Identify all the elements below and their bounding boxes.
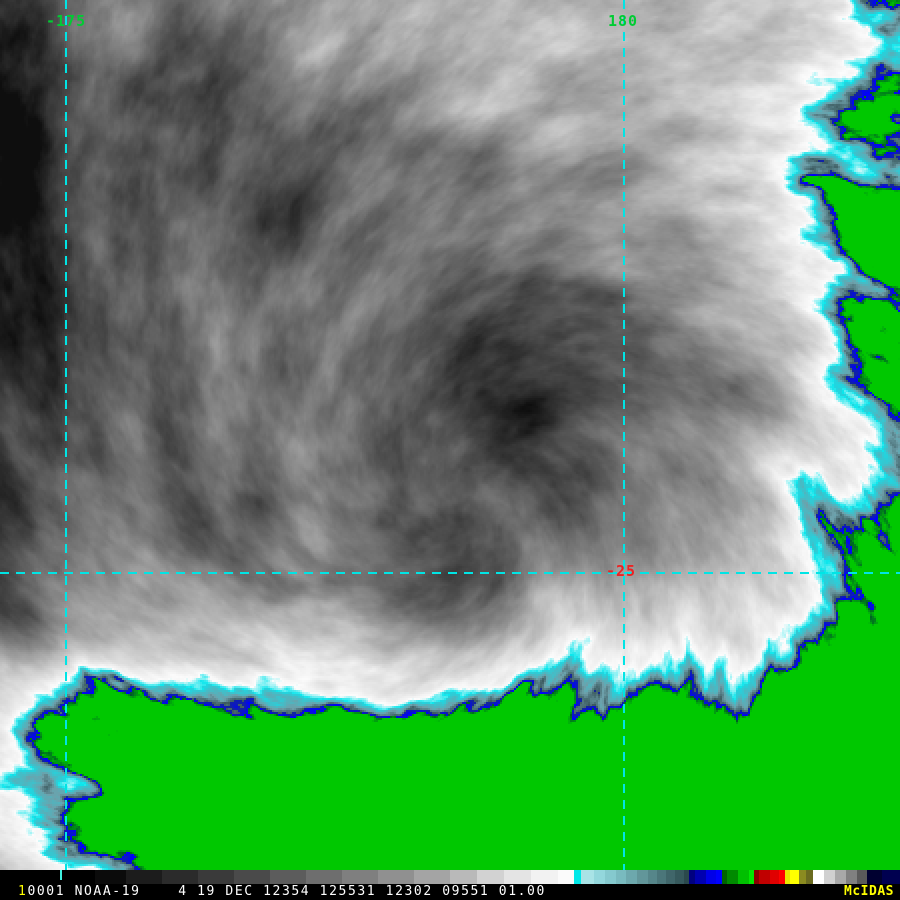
enhancement-segment-45 (813, 870, 825, 884)
enhancement-segment-37 (754, 870, 760, 884)
enhancement-segment-41 (784, 870, 791, 884)
enhancement-segment-40 (779, 870, 785, 884)
enhancement-segment-2 (95, 870, 126, 884)
enhancement-segment-3 (125, 870, 162, 884)
enhancement-segment-12 (449, 870, 477, 884)
enhancement-segment-30 (694, 870, 706, 884)
enhancement-segment-27 (674, 870, 684, 884)
status-main-text: 0001 NOAA-19 4 19 DEC 12354 125531 12302… (27, 884, 546, 899)
enhancement-segment-26 (665, 870, 675, 884)
enhancement-color-bar[interactable] (0, 870, 900, 884)
enhancement-segment-7 (269, 870, 306, 884)
status-bar-text: 10001 NOAA-19 4 19 DEC 12354 125531 1230… (18, 884, 546, 900)
enhancement-segment-16 (557, 870, 575, 884)
enhancement-segment-38 (759, 870, 771, 884)
enhancement-segment-18 (581, 870, 594, 884)
enhancement-segment-15 (530, 870, 558, 884)
enhancement-segment-9 (341, 870, 378, 884)
satellite-image-canvas[interactable] (0, 0, 900, 870)
enhancement-segment-14 (503, 870, 531, 884)
enhancement-segment-44 (806, 870, 814, 884)
enhancement-segment-28 (683, 870, 690, 884)
enhancement-segment-20 (604, 870, 616, 884)
enhancement-segment-31 (705, 870, 717, 884)
enhancement-segment-8 (305, 870, 342, 884)
enhancement-segment-11 (413, 870, 450, 884)
enhancement-segment-36 (748, 870, 755, 884)
satellite-image-view[interactable] (0, 0, 900, 870)
enhancement-segment-42 (790, 870, 800, 884)
enhancement-segment-24 (647, 870, 657, 884)
enhancement-segment-6 (233, 870, 270, 884)
enhancement-segment-46 (824, 870, 835, 884)
enhancement-segment-35 (737, 870, 749, 884)
enhancement-segment-17 (574, 870, 582, 884)
enhancement-segment-0 (0, 870, 44, 884)
enhancement-segment-25 (656, 870, 666, 884)
enhancement-segment-29 (689, 870, 695, 884)
enhancement-segment-51 (881, 870, 900, 884)
enhancement-segment-22 (626, 870, 638, 884)
enhancement-segment-33 (721, 870, 728, 884)
enhancement-segment-34 (727, 870, 738, 884)
enhancement-segment-21 (615, 870, 627, 884)
enhancement-segment-23 (637, 870, 648, 884)
enhancement-bar-tick (60, 870, 62, 880)
enhancement-segment-39 (770, 870, 780, 884)
enhancement-segment-19 (593, 870, 605, 884)
enhancement-segment-43 (799, 870, 807, 884)
status-bar: 10001 NOAA-19 4 19 DEC 12354 125531 1230… (0, 884, 900, 900)
status-lead-char: 1 (18, 884, 28, 899)
enhancement-segment-48 (845, 870, 857, 884)
enhancement-segment-13 (476, 870, 504, 884)
enhancement-segment-47 (835, 870, 846, 884)
enhancement-segment-50 (867, 870, 882, 884)
enhancement-segment-5 (197, 870, 234, 884)
enhancement-segment-32 (716, 870, 722, 884)
enhancement-segment-49 (856, 870, 868, 884)
enhancement-segment-4 (161, 870, 198, 884)
enhancement-segment-10 (377, 870, 414, 884)
enhancement-segment-1 (43, 870, 96, 884)
mcidas-brand-label: McIDAS (844, 884, 894, 899)
